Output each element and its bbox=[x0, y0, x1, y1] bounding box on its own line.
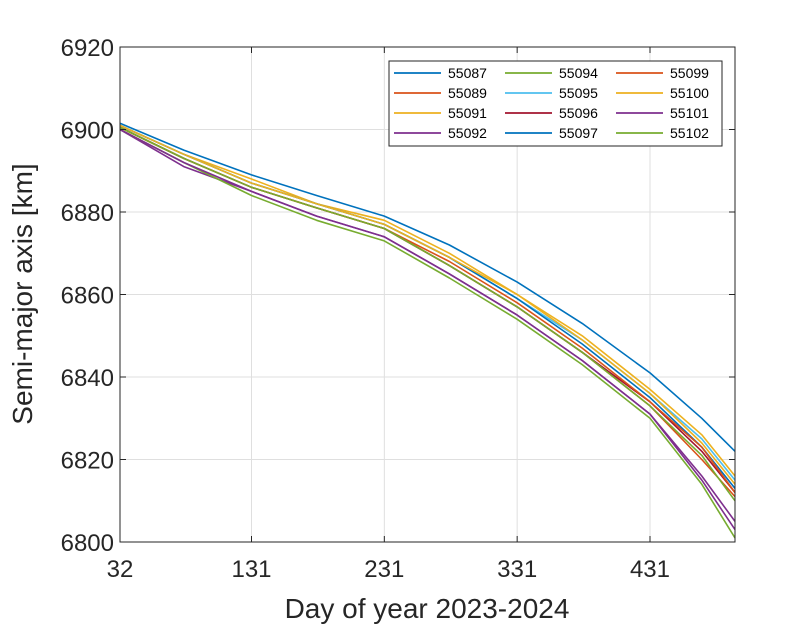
x-tick-label: 131 bbox=[231, 556, 271, 583]
legend-entry: 55097 bbox=[559, 125, 598, 141]
y-tick-label: 6860 bbox=[61, 283, 114, 310]
series-line-55091 bbox=[119, 124, 736, 477]
x-tick-label: 231 bbox=[364, 556, 404, 583]
series-line-55087 bbox=[119, 122, 736, 452]
legend-entry: 55095 bbox=[559, 85, 598, 101]
y-tick-label: 6840 bbox=[61, 365, 114, 392]
legend-entry: 55091 bbox=[448, 105, 487, 121]
legend-entry: 55102 bbox=[670, 125, 709, 141]
series-line-55094 bbox=[119, 128, 736, 539]
axis-ticks: 32 131 231 331 431 6800 6820 6840 6860 6880 6900 69… bbox=[61, 35, 735, 583]
legend-box bbox=[388, 60, 723, 147]
legend-entry: 55100 bbox=[670, 85, 709, 101]
x-axis-label: Day of year 2023-2024 bbox=[285, 593, 570, 624]
legend: 55087 55089 55091 55092 55094 55095 55096 55097… bbox=[388, 60, 723, 147]
x-tick-label: 32 bbox=[107, 556, 134, 583]
series-line-55102 bbox=[119, 126, 736, 502]
legend-entry: 55092 bbox=[448, 125, 487, 141]
y-tick-label: 6820 bbox=[61, 448, 114, 475]
legend-entry: 55089 bbox=[448, 85, 487, 101]
y-tick-label: 6880 bbox=[61, 200, 114, 227]
x-tick-label: 331 bbox=[497, 556, 537, 583]
legend-entry: 55094 bbox=[559, 65, 598, 81]
y-tick-label: 6900 bbox=[61, 118, 114, 145]
series-layer bbox=[119, 122, 736, 539]
series-line-55101 bbox=[119, 128, 736, 522]
y-tick-label: 6920 bbox=[61, 35, 114, 62]
legend-entry: 55099 bbox=[670, 65, 709, 81]
y-axis-label: Semi-major axis [km] bbox=[7, 163, 38, 424]
series-line-55100 bbox=[119, 124, 736, 485]
legend-entry: 55096 bbox=[559, 105, 598, 121]
legend-entry: 55101 bbox=[670, 105, 709, 121]
y-tick-label: 6800 bbox=[61, 530, 114, 557]
x-tick-label: 431 bbox=[630, 556, 670, 583]
legend-entry: 55087 bbox=[448, 65, 487, 81]
